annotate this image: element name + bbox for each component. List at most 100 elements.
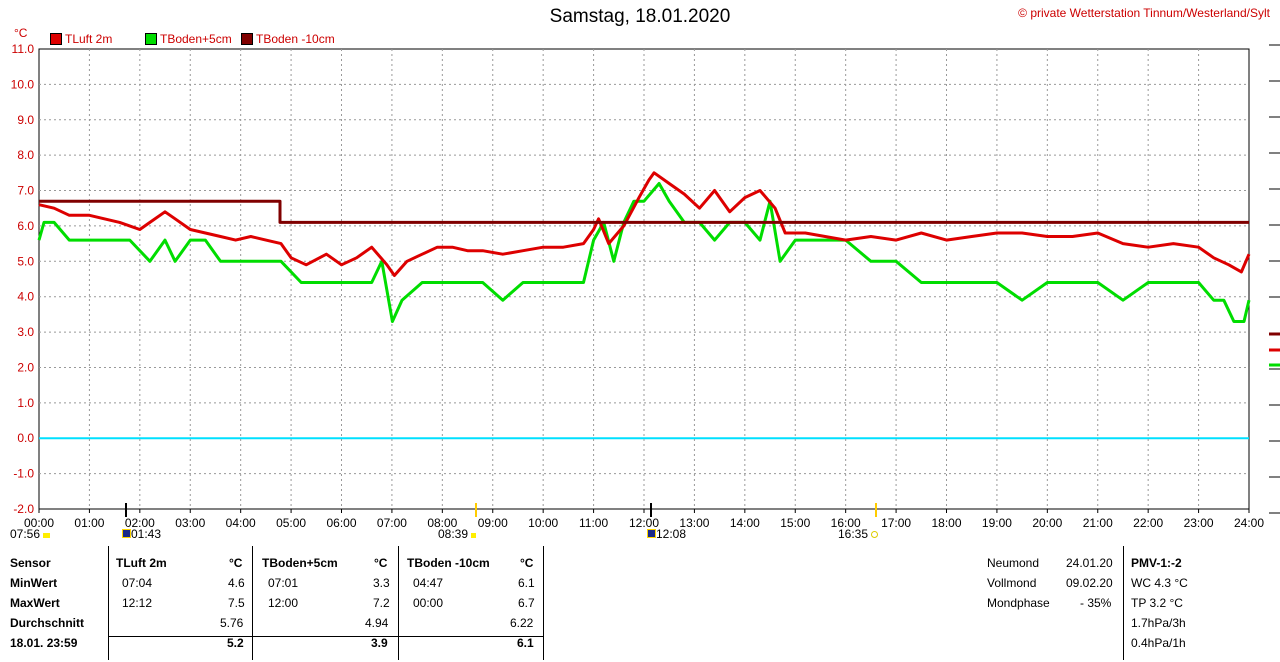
x-tick-label: 08:00 bbox=[427, 516, 457, 530]
max-time: 12:12 bbox=[122, 596, 153, 610]
marker-time: 12:08 bbox=[656, 527, 687, 541]
y-tick-label: 8.0 bbox=[17, 148, 34, 162]
y-tick-label: 0.0 bbox=[17, 431, 34, 445]
grid bbox=[39, 49, 1249, 509]
sunset-marker: 16:35 bbox=[838, 527, 879, 541]
min-value: 6.1 bbox=[518, 576, 535, 590]
x-tick-label: 17:00 bbox=[881, 516, 911, 530]
legend-swatch bbox=[50, 33, 62, 45]
x-tick-label: 10:00 bbox=[528, 516, 558, 530]
marker-time: 07:56 bbox=[10, 527, 41, 541]
marker-time: 16:35 bbox=[838, 527, 869, 541]
pmv-line: 1.7hPa/3h bbox=[1131, 616, 1186, 630]
y-tick-label: 11.0 bbox=[12, 42, 35, 56]
x-tick-label: 03:00 bbox=[175, 516, 205, 530]
x-tick-label: 09:00 bbox=[478, 516, 508, 530]
column-header: TBoden+5cm bbox=[262, 556, 338, 570]
sun-icon bbox=[871, 531, 879, 538]
x-tick-label: 12:00 bbox=[629, 516, 659, 530]
x-tick-label: 19:00 bbox=[982, 516, 1012, 530]
moon-icon bbox=[647, 529, 656, 538]
current-value: 3.9 bbox=[371, 636, 388, 650]
row-label: 18.01. 23:59 bbox=[10, 636, 78, 650]
x-tick-label: 16:00 bbox=[831, 516, 861, 530]
x-tick-label: 15:00 bbox=[780, 516, 810, 530]
sun-icon bbox=[471, 533, 477, 538]
y-tick-label: 2.0 bbox=[17, 360, 34, 374]
y-tick-label: 1.0 bbox=[17, 396, 34, 410]
row-label: MinWert bbox=[10, 576, 58, 590]
min-value: 3.3 bbox=[373, 576, 390, 590]
moonset-marker: 01:43 bbox=[122, 527, 161, 541]
moon-value: 09.02.20 bbox=[1066, 576, 1113, 590]
max-value: 6.7 bbox=[518, 596, 535, 610]
table-divider bbox=[543, 546, 544, 660]
x-tick-label: 18:00 bbox=[931, 516, 961, 530]
x-tick-label: 20:00 bbox=[1032, 516, 1062, 530]
y-tick-label: 7.0 bbox=[17, 184, 34, 198]
table-divider bbox=[398, 546, 399, 660]
min-time: 04:47 bbox=[413, 576, 444, 590]
x-tick-label: 13:00 bbox=[679, 516, 709, 530]
legend-label: TBoden+5cm bbox=[160, 32, 232, 46]
row-label: Sensor bbox=[10, 556, 51, 570]
y-tick-label: 10.0 bbox=[11, 77, 35, 91]
current-value: 6.1 bbox=[517, 636, 534, 650]
temperature-chart: 11.0 10.0 9.0 8.0 7.0 6.0 5.0 4.0 3.0 2.0 1.0 0.0 -1… bbox=[11, 42, 1280, 530]
moon-label: Neumond bbox=[987, 556, 1040, 570]
right-scale bbox=[1269, 44, 1280, 514]
x-tick-label: 01:00 bbox=[74, 516, 104, 530]
moon-value: - 35% bbox=[1080, 596, 1112, 610]
y-tick-label: -2.0 bbox=[13, 502, 34, 516]
moon-label: Vollmond bbox=[987, 576, 1037, 590]
pmv-line: 0.4hPa/1h bbox=[1131, 636, 1186, 650]
y-tick-label: 3.0 bbox=[17, 325, 34, 339]
avg-value: 5.76 bbox=[220, 616, 244, 630]
avg-value: 4.94 bbox=[365, 616, 389, 630]
sunrise-marker: 08:39 bbox=[438, 527, 477, 541]
pmv-title: PMV-1:-2 bbox=[1131, 556, 1182, 570]
chart-title: Samstag, 18.01.2020 bbox=[549, 6, 731, 27]
legend-label: TLuft 2m bbox=[65, 32, 113, 46]
y-tick-label: 4.0 bbox=[17, 290, 34, 304]
x-tick-label: 11:00 bbox=[579, 516, 608, 530]
y-axis-unit: °C bbox=[14, 26, 28, 40]
column-header: TBoden -10cm bbox=[407, 556, 490, 570]
sun-icon bbox=[43, 533, 51, 538]
column-unit: °C bbox=[520, 556, 534, 570]
marker-time: 08:39 bbox=[438, 527, 469, 541]
series-lines bbox=[37, 171, 1251, 323]
legend-swatch bbox=[241, 33, 253, 45]
y-tick-label: 9.0 bbox=[17, 113, 34, 127]
column-unit: °C bbox=[229, 556, 243, 570]
x-tick-label: 07:00 bbox=[377, 516, 407, 530]
max-time: 12:00 bbox=[268, 596, 299, 610]
x-tick-label: 06:00 bbox=[326, 516, 356, 530]
series-line-tboden10 bbox=[39, 199, 1249, 224]
y-tick-label: -1.0 bbox=[13, 467, 34, 481]
pmv-line: WC 4.3 °C bbox=[1131, 576, 1188, 590]
marker-time: 01:43 bbox=[131, 527, 162, 541]
station-credit: © private Wetterstation Tinnum/Westerlan… bbox=[1018, 6, 1270, 20]
x-tick-label: 05:00 bbox=[276, 516, 306, 530]
x-tick-label: 24:00 bbox=[1234, 516, 1264, 530]
max-time: 00:00 bbox=[413, 596, 444, 610]
x-tick-label: 14:00 bbox=[730, 516, 760, 530]
series-line-tluft bbox=[38, 171, 1251, 277]
column-header: TLuft 2m bbox=[116, 556, 167, 570]
table-divider bbox=[108, 636, 543, 637]
legend-item-tboden5: TBoden+5cm bbox=[145, 32, 232, 46]
column-unit: °C bbox=[374, 556, 388, 570]
moonrise-marker: 12:08 bbox=[647, 527, 686, 541]
legend-item-tboden10: TBoden -10cm bbox=[241, 32, 335, 46]
moon-icon bbox=[122, 529, 131, 538]
min-time: 07:04 bbox=[122, 576, 153, 590]
x-tick-label: 00:00 bbox=[24, 516, 54, 530]
avg-value: 6.22 bbox=[510, 616, 534, 630]
max-value: 7.5 bbox=[228, 596, 245, 610]
table-divider bbox=[252, 546, 253, 660]
legend-swatch bbox=[145, 33, 157, 45]
moon-label: Mondphase bbox=[987, 596, 1050, 610]
y-tick-label: 6.0 bbox=[17, 219, 34, 233]
min-value: 4.6 bbox=[228, 576, 245, 590]
